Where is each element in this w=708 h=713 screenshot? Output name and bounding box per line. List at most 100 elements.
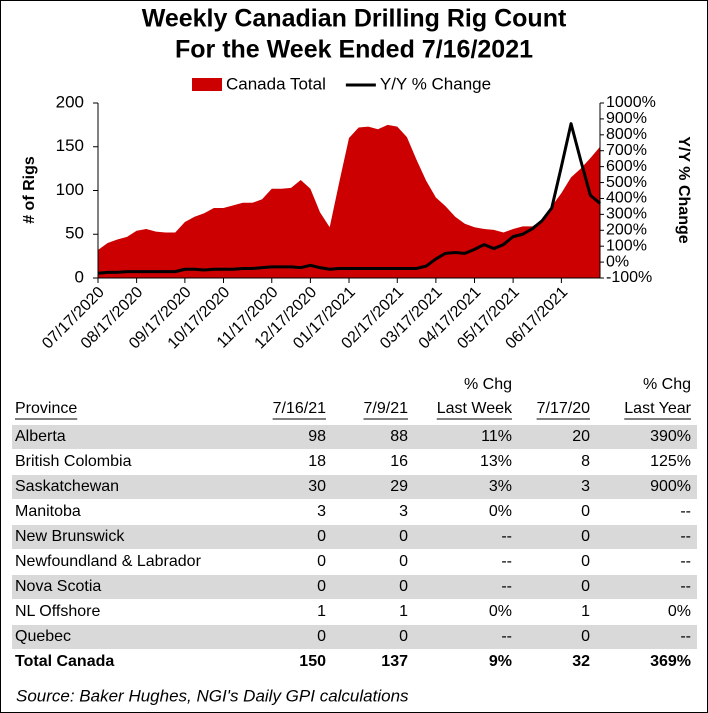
table-cell: 125% <box>650 453 691 470</box>
y2-tick-label: -100% <box>606 269 652 286</box>
table-cell: -- <box>680 528 691 545</box>
table-cell: British Colombia <box>15 453 132 470</box>
table-cell: 0 <box>581 628 590 645</box>
table-cell: 0 <box>317 553 326 570</box>
table-cell: 1 <box>317 603 326 620</box>
row-band <box>12 625 697 649</box>
table-cell: 98 <box>308 428 326 445</box>
table-cell: 3 <box>399 503 408 520</box>
y2-tick-label: 100% <box>606 237 647 254</box>
table-cell: NL Offshore <box>15 603 100 620</box>
table-cell: 1 <box>399 603 408 620</box>
legend-label: Y/Y % Change <box>380 74 491 93</box>
y2-tick-label: 900% <box>606 110 647 127</box>
table-cell: 88 <box>390 428 408 445</box>
row-band <box>12 575 697 599</box>
table-cell: Manitoba <box>15 503 81 520</box>
table-cell: -- <box>680 553 691 570</box>
table-cell: 20 <box>572 428 590 445</box>
y2-tick-label: 1000% <box>606 94 656 111</box>
table-cell: 8 <box>581 453 590 470</box>
table-cell: 3 <box>581 478 590 495</box>
table-total: 369% <box>650 653 691 670</box>
y-tick-label: 50 <box>65 224 84 243</box>
table-cell: 0 <box>399 628 408 645</box>
table-header: Last Week <box>437 400 513 417</box>
table-total: 9% <box>489 653 512 670</box>
table-header: Province <box>15 400 77 417</box>
table-total: 32 <box>572 653 590 670</box>
table-cell: 0 <box>581 578 590 595</box>
y2-tick-label: 400% <box>606 190 647 207</box>
table-cell: 0 <box>399 578 408 595</box>
table-cell: 18 <box>308 453 326 470</box>
table-cell: Nova Scotia <box>15 578 101 595</box>
table-cell: 0% <box>668 603 691 620</box>
table-cell: 0 <box>399 553 408 570</box>
table-cell: 0% <box>489 503 512 520</box>
table-total: 137 <box>381 653 408 670</box>
y2-tick-label: 500% <box>606 174 647 191</box>
y-tick-label: 150 <box>56 136 84 155</box>
table-header: Last Year <box>624 400 691 417</box>
table-header: 7/17/20 <box>537 400 590 417</box>
y-tick-label: 0 <box>75 267 84 286</box>
y-axis-label: # of Rigs <box>21 156 38 224</box>
table-header: % Chg <box>464 376 512 393</box>
table-header: % Chg <box>643 376 691 393</box>
table-cell: 13% <box>480 453 512 470</box>
y2-tick-label: 0% <box>606 253 629 270</box>
line <box>97 122 601 275</box>
legend-swatch <box>192 78 222 91</box>
table-cell: 30 <box>308 478 326 495</box>
y2-tick-label: 200% <box>606 221 647 238</box>
table-cell: -- <box>501 578 512 595</box>
table-cell: 3% <box>489 478 512 495</box>
chart-title: Weekly Canadian Drilling Rig Count <box>142 5 567 33</box>
table-cell: New Brunswick <box>15 528 125 545</box>
table-cell: 900% <box>650 478 691 495</box>
y2-tick-label: 700% <box>606 142 647 159</box>
row-band <box>12 525 697 549</box>
table-cell: 29 <box>390 478 408 495</box>
y2-tick-label: 600% <box>606 158 647 175</box>
table-cell: 0 <box>581 553 590 570</box>
legend-label: Canada Total <box>226 74 326 93</box>
table-header: 7/16/21 <box>273 400 326 417</box>
table-cell: Quebec <box>15 628 71 645</box>
table-cell: 0 <box>317 578 326 595</box>
table-cell: Alberta <box>15 428 66 445</box>
table-cell: 0% <box>489 603 512 620</box>
table-cell: -- <box>501 528 512 545</box>
y-tick-label: 200 <box>56 92 84 111</box>
table-cell: 11% <box>481 428 512 445</box>
table-cell: 0 <box>317 528 326 545</box>
table-cell: 0 <box>581 503 590 520</box>
row-band <box>12 475 697 499</box>
chart-subtitle: For the Week Ended 7/16/2021 <box>175 36 533 64</box>
table-cell: Newfoundland & Labrador <box>15 553 202 570</box>
row-band <box>12 425 697 449</box>
area <box>98 124 600 278</box>
table-cell: -- <box>680 578 691 595</box>
table-total: 150 <box>299 653 326 670</box>
table-cell: 3 <box>317 503 326 520</box>
table-cell: -- <box>680 628 691 645</box>
table-cell: 0 <box>317 628 326 645</box>
table-total: Total Canada <box>15 653 114 670</box>
table-cell: 1 <box>581 603 590 620</box>
table-cell: 0 <box>399 528 408 545</box>
source: Source: Baker Hughes, NGI's Daily GPI ca… <box>16 686 409 705</box>
table-cell: -- <box>680 503 691 520</box>
table-cell: 390% <box>650 428 691 445</box>
plot <box>97 122 601 278</box>
table-cell: -- <box>501 628 512 645</box>
y-tick-label: 100 <box>56 180 84 199</box>
table-cell: 16 <box>390 453 408 470</box>
y2-tick-label: 300% <box>606 206 647 223</box>
table-cell: Saskatchewan <box>15 478 119 495</box>
y2-tick-label: 800% <box>606 126 647 143</box>
table-cell: -- <box>501 553 512 570</box>
